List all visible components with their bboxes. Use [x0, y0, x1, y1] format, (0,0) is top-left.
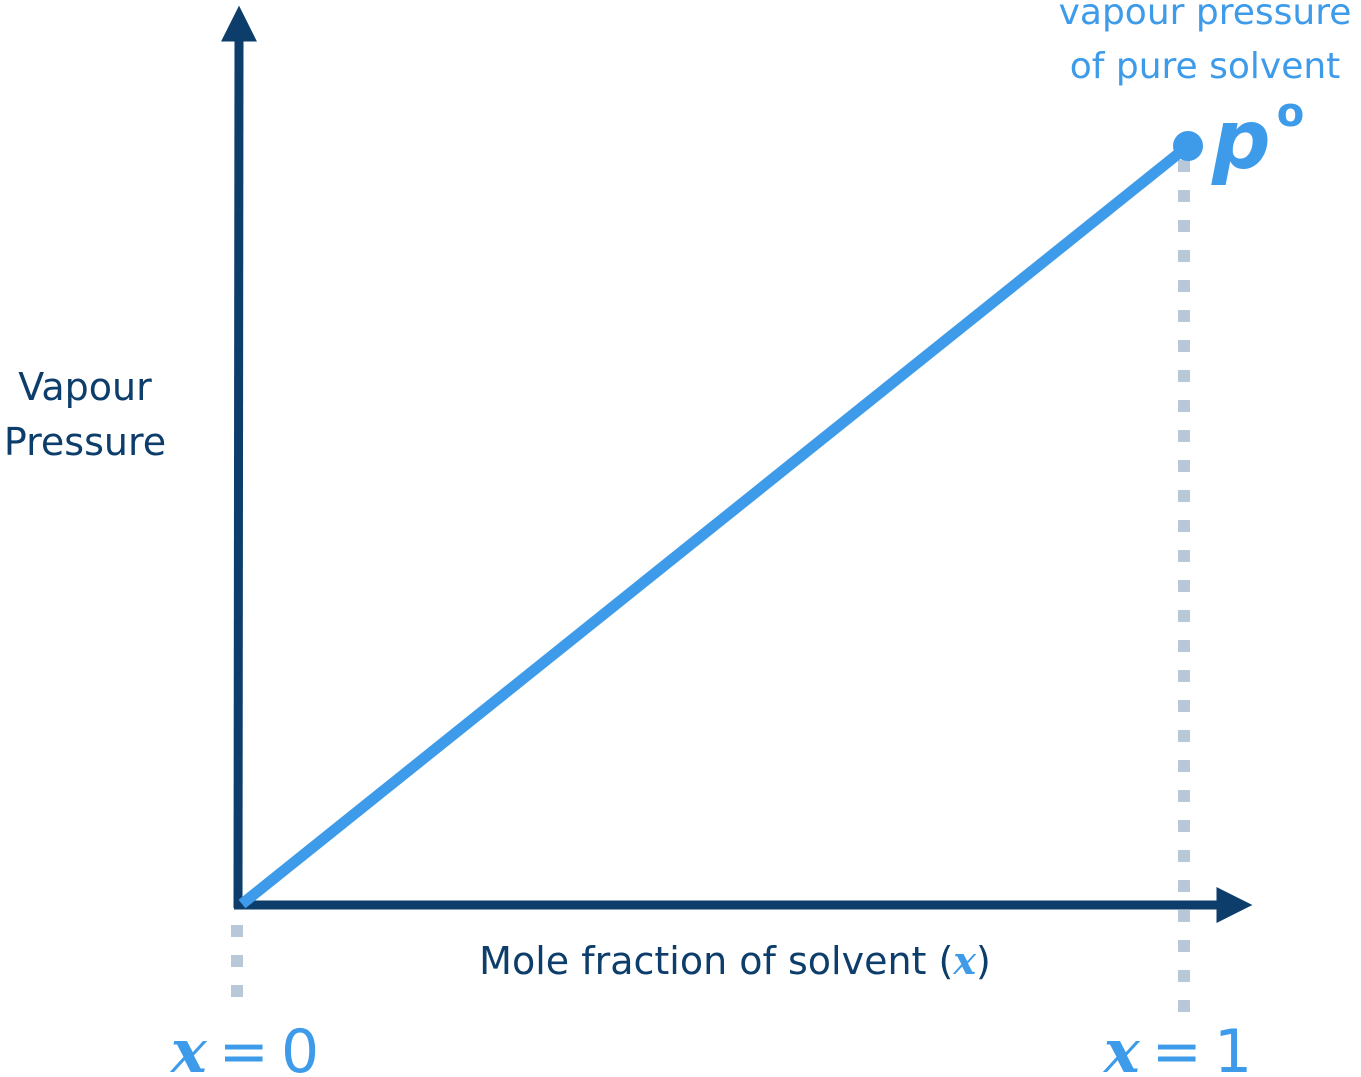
x-marker-variable: x: [1102, 1017, 1141, 1077]
point-symbol: p: [1211, 93, 1271, 188]
callout: of pure solvent: [1070, 46, 1341, 87]
pure-solvent-point: [1173, 131, 1203, 161]
x-axis-label-close: ): [976, 939, 991, 983]
y-axis-label: Vapour: [18, 365, 152, 409]
x-axis-label-text: Mole fraction of solvent (: [479, 939, 953, 983]
point-superscript: o: [1277, 90, 1304, 136]
x-marker-variable: x: [169, 1017, 208, 1077]
y-axis: [220, 5, 257, 909]
y-axis-label: Pressure: [4, 420, 166, 464]
x-marker: x = 0: [169, 1017, 319, 1077]
vapour-pressure-line: [238, 141, 1192, 909]
callout: vapour pressure: [1059, 0, 1352, 33]
x-marker: x = 1: [1102, 1017, 1252, 1077]
x-axis-label-variable: x: [952, 938, 977, 983]
x-marker-equals: =: [1152, 1017, 1202, 1077]
x-marker-value: 1: [1214, 1017, 1252, 1077]
x-marker-equals: =: [219, 1017, 269, 1077]
x-axis-label: Mole fraction of solvent (x): [479, 938, 991, 983]
x-marker-value: 0: [281, 1017, 319, 1077]
